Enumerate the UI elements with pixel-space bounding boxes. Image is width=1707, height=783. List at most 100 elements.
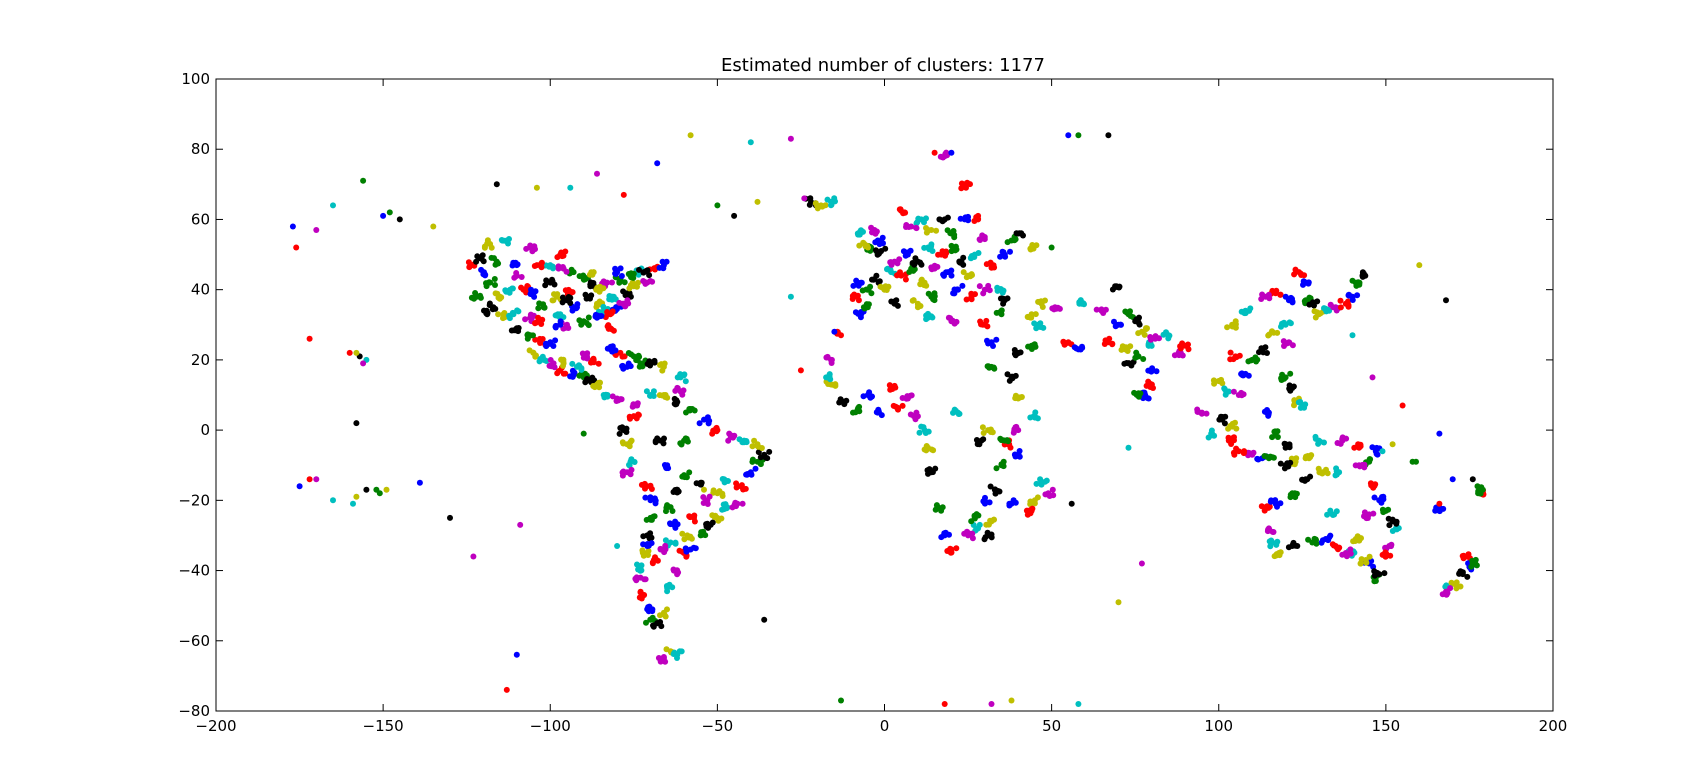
data-point	[1453, 579, 1460, 586]
data-point	[1436, 430, 1443, 437]
data-point	[447, 514, 453, 521]
data-point	[604, 309, 611, 315]
data-point	[1239, 372, 1246, 379]
data-point	[618, 273, 625, 279]
data-point	[884, 265, 891, 272]
data-point	[514, 307, 521, 314]
data-point	[626, 413, 633, 420]
data-point	[1093, 306, 1100, 313]
data-point	[1259, 291, 1266, 298]
data-point	[1106, 335, 1113, 342]
data-point	[1364, 515, 1371, 521]
data-point	[939, 504, 946, 511]
data-point	[1300, 278, 1307, 285]
data-point	[533, 319, 540, 326]
data-point	[990, 364, 997, 371]
data-point	[1254, 456, 1261, 462]
data-point	[330, 497, 336, 504]
data-point	[484, 309, 491, 316]
data-point	[986, 499, 993, 506]
data-point	[764, 455, 771, 462]
data-point	[660, 440, 667, 447]
data-point	[1291, 271, 1298, 278]
data-point	[968, 295, 975, 302]
data-point	[554, 370, 561, 377]
data-point	[639, 547, 646, 554]
data-point	[1449, 476, 1456, 483]
data-point	[985, 286, 991, 292]
data-point	[1037, 476, 1044, 483]
data-point	[921, 244, 928, 251]
data-point	[1336, 544, 1343, 551]
data-point	[1150, 385, 1156, 391]
data-point	[585, 314, 592, 321]
data-point	[468, 294, 475, 301]
data-point	[697, 481, 704, 488]
x-tick-label: −150	[363, 717, 404, 735]
y-tick-label: 80	[191, 140, 210, 158]
data-point	[1416, 262, 1423, 269]
data-point	[1349, 277, 1356, 284]
data-point	[1388, 541, 1395, 548]
data-point	[880, 240, 886, 247]
data-point	[923, 316, 930, 323]
data-point	[1121, 360, 1128, 367]
data-point	[913, 224, 919, 231]
data-point	[547, 357, 554, 363]
data-point	[628, 351, 635, 358]
data-point	[1345, 291, 1352, 298]
data-point	[486, 279, 493, 286]
data-point	[621, 279, 628, 286]
data-point	[625, 300, 632, 307]
data-point	[1228, 441, 1235, 447]
x-tick-label: 200	[1539, 717, 1568, 735]
data-point	[713, 424, 720, 431]
data-point	[1033, 242, 1040, 249]
data-point	[360, 177, 367, 184]
data-point	[629, 279, 636, 286]
data-point	[582, 379, 589, 386]
data-point	[672, 487, 679, 493]
y-tick-label: −40	[178, 562, 210, 580]
data-point	[1469, 476, 1476, 483]
data-point	[1469, 557, 1476, 564]
data-point	[1116, 284, 1122, 291]
data-point	[1261, 453, 1268, 459]
data-point	[997, 253, 1004, 260]
data-point	[894, 272, 900, 279]
data-point	[585, 294, 592, 301]
data-point	[600, 303, 607, 310]
data-point	[958, 180, 965, 187]
data-point	[1236, 352, 1243, 359]
data-point	[952, 407, 959, 414]
data-point	[911, 261, 918, 268]
data-point	[490, 305, 497, 312]
data-point	[1393, 526, 1400, 533]
data-point	[855, 282, 862, 289]
data-point	[1004, 239, 1011, 246]
data-point	[574, 301, 581, 308]
data-point	[931, 293, 938, 300]
data-point	[921, 446, 928, 453]
data-point	[530, 332, 536, 339]
x-tick-label: 0	[880, 717, 890, 735]
data-point	[643, 388, 650, 395]
data-point	[941, 272, 947, 279]
data-point	[732, 499, 739, 506]
data-point	[1171, 352, 1178, 359]
data-point	[1071, 344, 1078, 351]
data-point	[879, 234, 886, 241]
data-point	[1266, 331, 1273, 338]
data-point	[711, 514, 718, 521]
data-point	[1286, 441, 1293, 448]
data-point	[509, 262, 516, 269]
data-point	[974, 441, 981, 448]
data-point	[1337, 297, 1344, 304]
data-point	[912, 255, 919, 262]
data-point	[567, 294, 574, 301]
data-point	[722, 477, 729, 484]
data-point	[1345, 302, 1352, 309]
data-point	[651, 359, 658, 366]
data-point	[716, 488, 723, 495]
